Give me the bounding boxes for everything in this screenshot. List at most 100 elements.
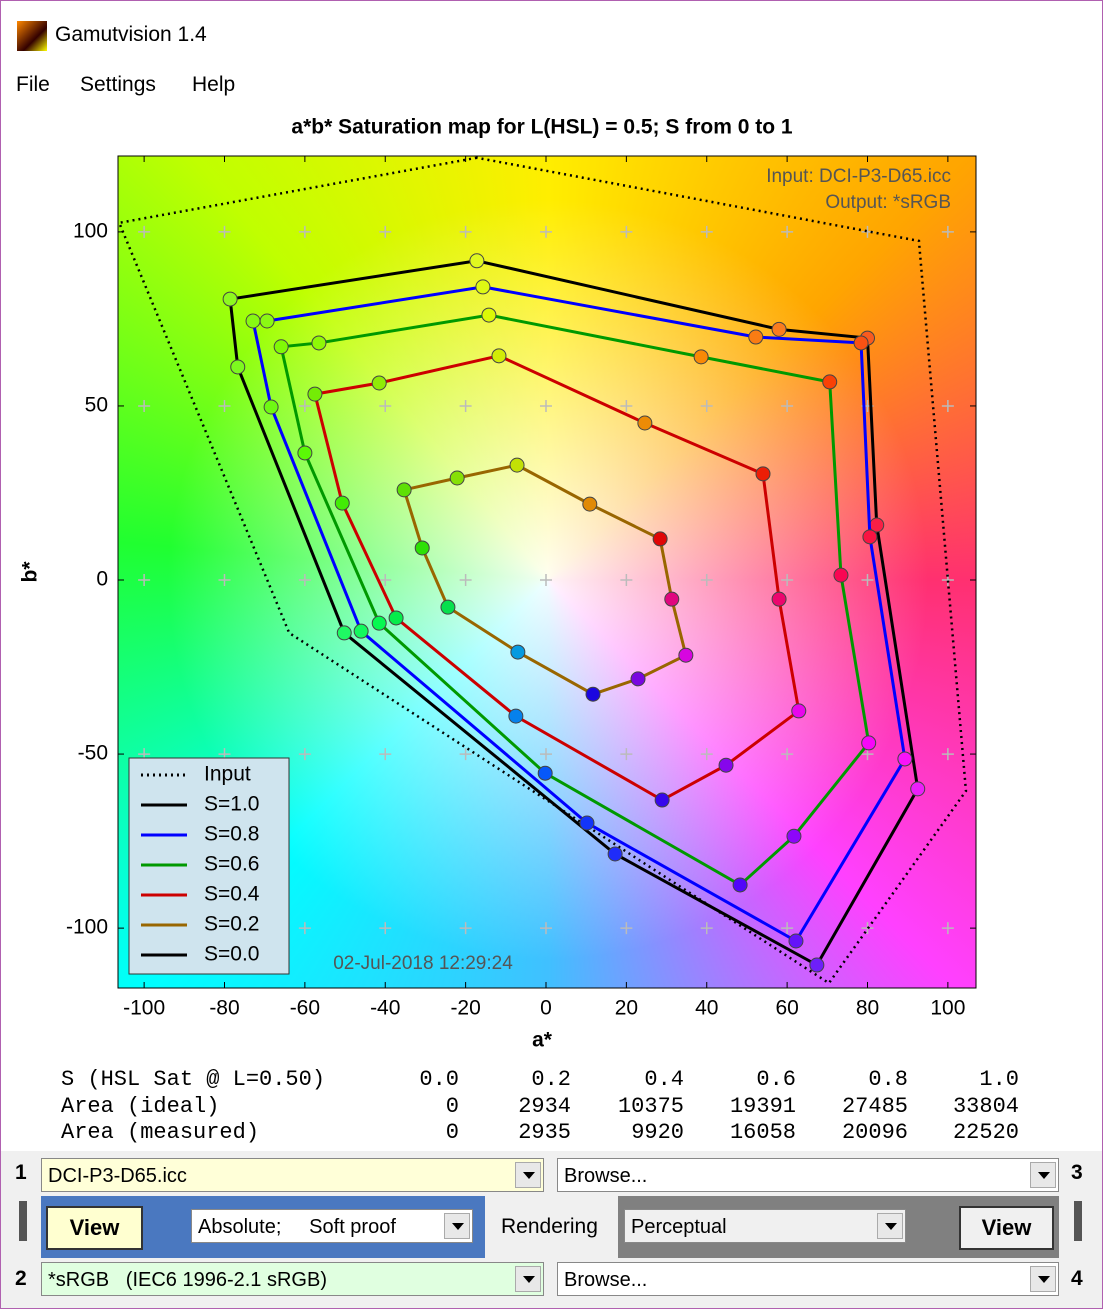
x-axis-label: a*	[532, 1029, 553, 1052]
grid-cross	[298, 225, 311, 238]
y-tick-label: 50	[85, 393, 108, 416]
series-line	[313, 354, 801, 802]
dropdown-arrow[interactable]	[877, 1213, 903, 1239]
table-cell: 0.4	[644, 1067, 684, 1092]
profile-dropdown[interactable]: *sRGB (IEC6 1996-2.1 sRGB)	[41, 1262, 544, 1296]
data-point	[579, 815, 595, 831]
data-point	[509, 457, 525, 473]
grid-cross	[138, 399, 151, 412]
table-cell: 0.6	[756, 1067, 796, 1092]
grid-cross	[298, 922, 311, 935]
legend-label: S=1.0	[204, 793, 259, 816]
grid-cross	[218, 399, 231, 412]
data-point	[469, 253, 485, 269]
grid-cross	[459, 399, 472, 412]
menu-item[interactable]: Help	[192, 73, 236, 96]
grid-cross	[700, 225, 713, 238]
profile-dropdown[interactable]: DCI-P3-D65.icc	[41, 1158, 544, 1192]
x-tick-label: -100	[123, 997, 165, 1020]
table-cell: Area (ideal)	[61, 1093, 220, 1119]
data-point	[585, 686, 601, 702]
data-point	[786, 828, 802, 844]
grid-cross	[298, 399, 311, 412]
data-point	[637, 415, 653, 431]
dropdown-arrow[interactable]	[515, 1266, 541, 1292]
grid-cross	[620, 922, 633, 935]
table-cell: 22520	[952, 1120, 1019, 1145]
table-cell: 20096	[841, 1120, 908, 1145]
grid-cross	[941, 748, 954, 761]
browse-dropdown[interactable]: Browse...	[557, 1158, 1059, 1192]
data-point	[273, 339, 289, 355]
area-table: S (HSL Sat @ L=0.50) 0.0 0.2 0.4 0.6 0.8 1.0 Ar…	[1, 1063, 1102, 1148]
intent-dropdown[interactable]: Absolute; Soft proof	[191, 1209, 473, 1243]
y-axis-label: b*	[19, 561, 42, 583]
data-point	[732, 877, 748, 893]
data-point	[861, 735, 877, 751]
grid-cross	[781, 225, 794, 238]
data-point	[440, 599, 456, 615]
dropdown-arrow[interactable]	[1030, 1162, 1056, 1188]
data-point	[897, 751, 913, 767]
grid-cross	[941, 225, 954, 238]
plot-frame	[117, 155, 977, 989]
data-point	[414, 540, 430, 556]
table-cell: Area (measured)	[61, 1120, 260, 1145]
legend-label: S=0.0	[204, 943, 259, 966]
grid-cross	[218, 574, 231, 587]
x-tick-label: 100	[930, 997, 965, 1020]
grid-cross	[941, 399, 954, 412]
data-point	[833, 567, 849, 583]
x-tick-label: 20	[615, 997, 638, 1020]
window-title: Gamutvision 1.4	[55, 23, 207, 46]
slot-number: 2	[15, 1267, 27, 1290]
data-point	[396, 482, 412, 498]
data-point	[652, 531, 668, 547]
grid-cross	[379, 748, 392, 761]
grid-cross	[539, 225, 552, 238]
dropdown-arrow[interactable]	[444, 1213, 470, 1239]
x-tick-label: -20	[450, 997, 480, 1020]
browse-dropdown[interactable]: Browse...	[557, 1262, 1059, 1296]
rendering-dropdown[interactable]: Perceptual	[624, 1209, 906, 1243]
grid-cross	[781, 399, 794, 412]
data-point	[771, 321, 787, 337]
timestamp: 02-Jul-2018 12:29:24	[333, 953, 513, 974]
x-tick-label: -60	[290, 997, 320, 1020]
data-point	[334, 495, 350, 511]
menu-item[interactable]: File	[16, 73, 50, 96]
y-tick-label: 0	[96, 568, 108, 591]
legend-label: S=0.6	[204, 853, 259, 876]
view-button[interactable]: View	[959, 1206, 1054, 1250]
table-cell: S (HSL Sat @ L=0.50)	[61, 1067, 326, 1092]
grid-cross	[620, 574, 633, 587]
table-cell: 33804	[952, 1093, 1019, 1119]
y-tick-label: -100	[66, 916, 108, 939]
grid-cross	[700, 399, 713, 412]
x-tick-label: -40	[370, 997, 400, 1020]
series-line	[228, 259, 920, 968]
data-point	[693, 349, 709, 365]
slot-number: 1	[15, 1161, 27, 1184]
grid-cross	[700, 574, 713, 587]
grid-cross	[700, 922, 713, 935]
series-line	[251, 285, 907, 944]
data-point	[654, 792, 670, 808]
title-bar: Gamutvision 1.4	[1, 1, 1102, 61]
table-cell: 0.2	[531, 1067, 571, 1092]
series-line	[117, 156, 968, 985]
data-point	[607, 846, 623, 862]
data-point	[481, 307, 497, 323]
app-icon	[17, 21, 47, 51]
grid-cross	[459, 922, 472, 935]
x-tick-label: 60	[775, 997, 798, 1020]
dropdown-arrow[interactable]	[1030, 1266, 1056, 1292]
dropdown-arrow[interactable]	[515, 1162, 541, 1188]
data-point	[307, 386, 323, 402]
view-button[interactable]: View	[46, 1206, 143, 1250]
data-point	[822, 374, 838, 390]
menu-item[interactable]: Settings	[80, 73, 156, 96]
annotation: Input: DCI-P3-D65.icc	[766, 166, 951, 187]
data-point	[664, 591, 680, 607]
data-point	[259, 313, 275, 329]
